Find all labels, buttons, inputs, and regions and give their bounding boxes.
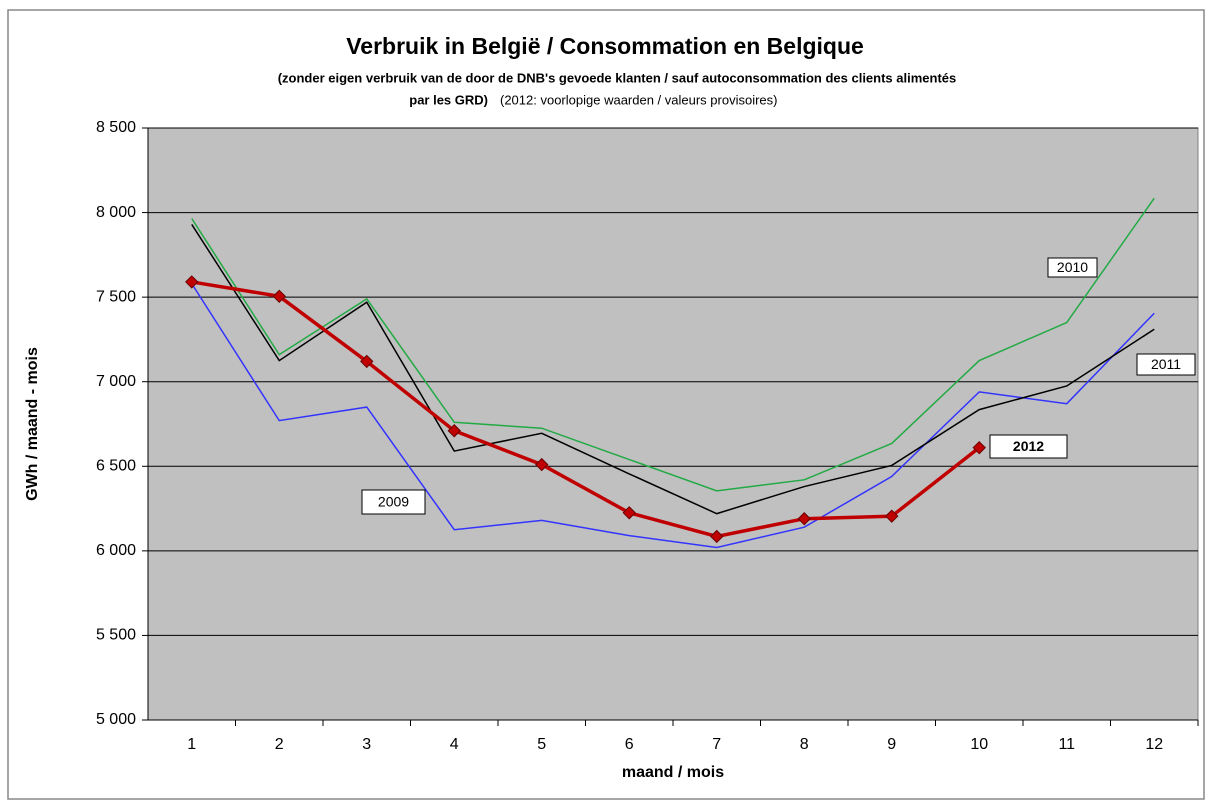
data-point <box>185 275 199 289</box>
x-tick-label: 4 <box>450 736 459 753</box>
series-label-box <box>989 434 1068 459</box>
x-tick-label: 8 <box>800 736 809 753</box>
y-tick-label: 8 500 <box>96 119 136 136</box>
x-tick-label: 6 <box>625 736 634 753</box>
series-line <box>191 283 1155 549</box>
series-label-box <box>1047 257 1098 278</box>
series-label-box <box>361 489 426 515</box>
chart-title: Verbruik in België / Consommation en Bel… <box>346 33 864 59</box>
x-axis-label: maand / mois <box>622 764 724 781</box>
x-tick-label: 2 <box>275 736 284 753</box>
data-point <box>360 354 374 369</box>
chart-subtitle: (zonder eigen verbruik van de door de DN… <box>278 70 957 85</box>
series-label: 2012 <box>1013 438 1044 454</box>
series-label: 2010 <box>1057 259 1088 275</box>
x-tick-label: 5 <box>537 736 546 753</box>
y-tick-label: 5 000 <box>96 711 136 728</box>
data-point <box>272 289 286 304</box>
y-tick-label: 7 500 <box>96 288 136 305</box>
x-tick-label: 1 <box>187 736 196 753</box>
series-label: 2011 <box>1151 356 1181 372</box>
series-line <box>191 197 1155 492</box>
y-tick-label: 6 500 <box>96 458 136 475</box>
x-tick-label: 9 <box>887 736 896 753</box>
x-tick-label: 11 <box>1058 736 1075 753</box>
y-tick-label: 7 000 <box>96 373 136 390</box>
data-point <box>797 512 811 526</box>
series-line <box>191 224 1155 515</box>
y-tick-label: 5 500 <box>96 627 136 644</box>
x-tick-label: 7 <box>712 736 721 753</box>
data-point <box>710 529 724 544</box>
data-point <box>447 424 461 438</box>
chart-subtitle: par les GRD) <box>409 92 488 107</box>
x-tick-label: 10 <box>970 736 988 753</box>
y-tick-label: 8 000 <box>96 204 136 221</box>
data-point <box>972 440 986 455</box>
series-label-box <box>1136 353 1196 376</box>
y-tick-label: 6 000 <box>96 542 136 559</box>
series-label: 2009 <box>378 494 409 510</box>
plot-area <box>147 127 1199 721</box>
data-point <box>885 509 899 523</box>
chart-note: (2012: voorlopige waarden / valeurs prov… <box>500 92 777 107</box>
data-point <box>535 457 549 472</box>
x-tick-label: 12 <box>1145 736 1163 753</box>
series-line <box>191 280 981 539</box>
y-axis-label: GWh / maand - mois <box>24 347 41 501</box>
x-tick-label: 3 <box>362 736 371 753</box>
data-point <box>622 506 636 520</box>
